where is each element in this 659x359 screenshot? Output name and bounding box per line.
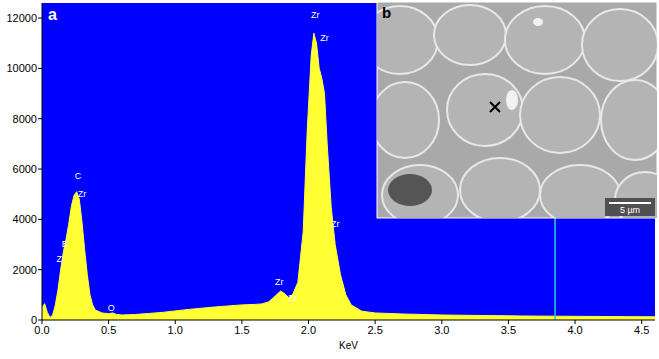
chart: 0200040006000800010000120000.00.51.01.52… <box>0 0 659 359</box>
y-tick <box>38 269 42 270</box>
grain <box>582 9 657 81</box>
peak-label: Zr <box>320 33 329 43</box>
peak-label: B <box>62 239 68 249</box>
peak-label: Zr <box>331 219 340 229</box>
peak-label: Zr <box>288 293 297 303</box>
y-axis <box>42 3 43 320</box>
grain <box>377 82 439 158</box>
x-tick-label: 2.0 <box>301 324 316 336</box>
bright-spot <box>533 18 543 26</box>
x-tick-label: 1.0 <box>168 324 183 336</box>
grain <box>505 6 585 74</box>
peak-label: Zr <box>78 189 87 199</box>
x-tick-label: 0.5 <box>101 324 116 336</box>
inset: b 5 µm <box>362 2 659 228</box>
grain <box>601 80 657 160</box>
x-tick-label: 4.5 <box>634 324 649 336</box>
y-tick-label: 8000 <box>13 113 37 125</box>
peak-label: Zr <box>56 254 65 264</box>
x-tick-label: 2.5 <box>368 324 383 336</box>
bright-spot <box>506 90 518 110</box>
x-axis-title: KeV <box>339 340 358 351</box>
scale-bar <box>609 202 651 204</box>
x-axis <box>42 320 655 321</box>
grain <box>520 77 600 153</box>
y-tick <box>38 219 42 220</box>
y-tick <box>38 169 42 170</box>
y-tick-label: 4000 <box>13 213 37 225</box>
y-tick <box>38 118 42 119</box>
y-tick-label: 10000 <box>6 62 37 74</box>
pore <box>388 174 432 206</box>
x-tick-label: 4.0 <box>567 324 582 336</box>
scale-bar-bg <box>605 198 655 216</box>
y-tick-label: 2000 <box>13 264 37 276</box>
peak-label: Zr <box>275 277 284 287</box>
scale-bar-label: 5 µm <box>620 205 640 215</box>
panel-label: a <box>48 6 57 23</box>
y-tick <box>38 320 42 321</box>
spectrum <box>42 33 655 320</box>
point-marker <box>490 102 500 112</box>
inset-texture <box>377 5 657 218</box>
x-tick-label: 1.5 <box>234 324 249 336</box>
x-tick-label: 3.5 <box>501 324 516 336</box>
x-tick-label: 0.0 <box>34 324 49 336</box>
grain <box>447 74 523 146</box>
grain <box>382 165 458 218</box>
grain <box>434 5 506 65</box>
peak-label: Zr <box>311 10 320 20</box>
inset-label: b <box>382 4 391 21</box>
peak-label: O <box>108 303 115 313</box>
y-tick <box>38 18 42 19</box>
y-tick-label: 12000 <box>6 12 37 24</box>
peak-label: C <box>75 171 82 181</box>
y-tick <box>38 68 42 69</box>
x-tick-label: 3.0 <box>434 324 449 336</box>
grain <box>460 158 540 218</box>
y-tick-label: 6000 <box>13 163 37 175</box>
